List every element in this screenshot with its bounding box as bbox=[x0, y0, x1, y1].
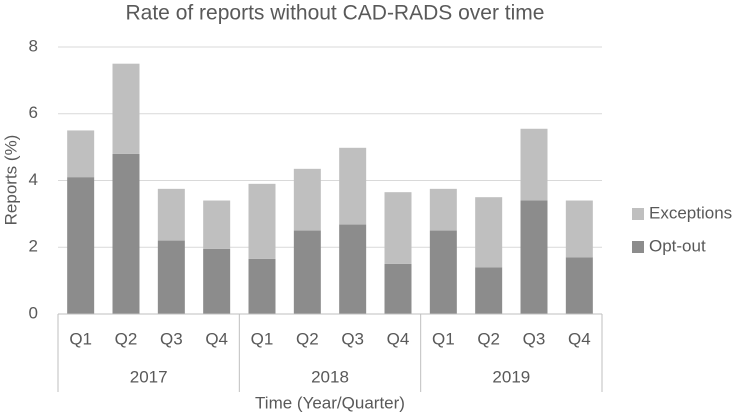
bar-segment bbox=[248, 258, 276, 314]
legend-label: Opt-out bbox=[649, 236, 706, 255]
x-tick-label: Q2 bbox=[296, 329, 319, 348]
x-tick-label: Q1 bbox=[432, 329, 455, 348]
y-tick-label: 0 bbox=[29, 303, 38, 322]
y-tick-label: 8 bbox=[29, 36, 38, 55]
bar-segment bbox=[565, 200, 593, 258]
x-group-label: 2018 bbox=[311, 367, 349, 386]
bar-segment bbox=[203, 200, 231, 249]
x-tick-label: Q1 bbox=[69, 329, 92, 348]
x-group-label: 2019 bbox=[492, 367, 530, 386]
bar-segment bbox=[475, 197, 503, 268]
x-tick-label: Q2 bbox=[115, 329, 138, 348]
legend-swatch bbox=[632, 208, 644, 220]
bar-segment bbox=[429, 188, 457, 231]
x-tick-label: Q2 bbox=[477, 329, 500, 348]
bar-segment bbox=[475, 267, 503, 314]
bar-segment bbox=[293, 230, 321, 314]
legend-swatch bbox=[632, 241, 644, 253]
bar-segment bbox=[248, 183, 276, 259]
legend-label: Exceptions bbox=[649, 203, 732, 222]
chart-title: Rate of reports without CAD-RADS over ti… bbox=[126, 2, 545, 25]
x-tick-label: Q3 bbox=[160, 329, 183, 348]
x-tick-label: Q4 bbox=[205, 329, 228, 348]
x-axis-title: Time (Year/Quarter) bbox=[255, 393, 405, 412]
x-tick-label: Q4 bbox=[387, 329, 410, 348]
x-tick-label: Q3 bbox=[523, 329, 546, 348]
bar-segment bbox=[520, 128, 548, 201]
y-axis-title: Reports (%) bbox=[1, 135, 20, 226]
bar-segment bbox=[429, 230, 457, 314]
bar-segment bbox=[339, 224, 367, 314]
y-tick-label: 2 bbox=[29, 237, 38, 256]
bar-segment bbox=[384, 263, 412, 314]
bar-segment bbox=[112, 63, 140, 154]
bar-segment bbox=[339, 147, 367, 225]
bar-segment bbox=[565, 257, 593, 314]
bar-segment bbox=[203, 248, 231, 314]
bar-segment bbox=[520, 200, 548, 314]
bar-segment bbox=[293, 168, 321, 231]
bar-segment bbox=[157, 240, 185, 314]
bar-segment bbox=[112, 153, 140, 314]
x-tick-label: Q3 bbox=[341, 329, 364, 348]
x-tick-label: Q4 bbox=[568, 329, 591, 348]
y-tick-label: 4 bbox=[29, 170, 38, 189]
x-tick-label: Q1 bbox=[251, 329, 274, 348]
bar-segment bbox=[67, 130, 95, 178]
y-tick-label: 6 bbox=[29, 103, 38, 122]
bar-segment bbox=[67, 177, 95, 314]
bar-segment bbox=[384, 192, 412, 264]
x-group-label: 2017 bbox=[130, 367, 168, 386]
bar-segment bbox=[157, 188, 185, 241]
